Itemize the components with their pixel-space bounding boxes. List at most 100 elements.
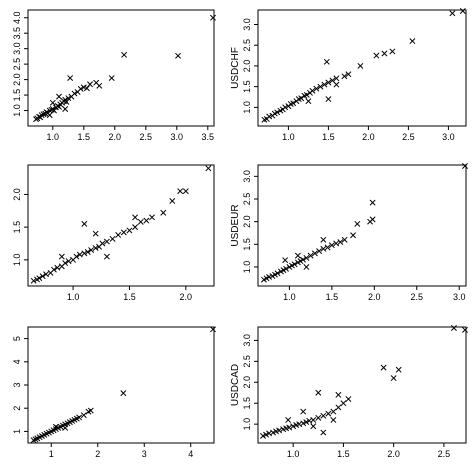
- data-point: [325, 96, 332, 103]
- data-point: [303, 419, 310, 426]
- data-point: [321, 81, 328, 88]
- data-point: [40, 111, 47, 118]
- data-point: [62, 106, 69, 112]
- data-point: [294, 252, 301, 259]
- data-point: [290, 100, 297, 107]
- data-point: [121, 51, 128, 58]
- data-point: [335, 391, 342, 398]
- data-point: [73, 253, 80, 260]
- y-tick-label: 2.0: [242, 215, 252, 228]
- data-point: [335, 404, 342, 411]
- y-tick-label: 3.0: [242, 18, 252, 31]
- data-point: [282, 257, 289, 264]
- plot-frame: [257, 9, 467, 127]
- data-point: [143, 217, 150, 224]
- x-tick-label: 2.0: [109, 132, 122, 142]
- data-point: [274, 270, 281, 277]
- data-point: [115, 232, 122, 238]
- data-point: [311, 250, 318, 257]
- data-point: [459, 8, 466, 14]
- data-point: [71, 90, 78, 97]
- x-tick-label: 2.0: [180, 292, 193, 302]
- data-point: [210, 14, 216, 21]
- y-tick-label: 1.0: [242, 261, 252, 274]
- y-tick-label: 2.5: [242, 193, 252, 206]
- data-point: [369, 216, 376, 223]
- data-point: [52, 423, 59, 430]
- data-point: [67, 75, 74, 82]
- data-point: [83, 85, 90, 92]
- data-point: [354, 220, 361, 227]
- data-point: [109, 235, 116, 242]
- data-point: [330, 408, 337, 415]
- data-point: [309, 87, 316, 94]
- x-tick-label: 1.0: [287, 449, 300, 459]
- data-point: [324, 244, 331, 251]
- data-point: [62, 260, 69, 267]
- data-point: [76, 251, 83, 258]
- data-point: [333, 75, 340, 82]
- data-point: [316, 248, 323, 255]
- data-point: [341, 73, 348, 80]
- data-point: [320, 412, 327, 419]
- x-tick-label: 1.5: [337, 449, 350, 459]
- data-point: [310, 423, 317, 430]
- data-point: [357, 62, 364, 69]
- x-tick-label: 2.0: [362, 132, 375, 142]
- scatter-panel-4: 1.0 1.5 2.0 2.5 3.0 1.0 1.5 2.0 2.5 3.0 USDEUR: [230, 163, 468, 302]
- x-tick-label: 2.5: [411, 292, 424, 302]
- data-point: [63, 98, 70, 105]
- data-point: [298, 95, 305, 102]
- y-tick-label: 2.0: [12, 73, 22, 86]
- data-point: [409, 38, 416, 45]
- y-tick-label: 1.0: [12, 254, 22, 267]
- y-axis-label: USDEUR: [230, 204, 241, 246]
- x-tick-label: 2: [95, 449, 100, 459]
- data-point: [341, 236, 348, 243]
- data-point: [283, 265, 289, 272]
- plot-frame: [257, 326, 467, 444]
- y-tick-label: 2: [12, 406, 22, 411]
- data-point: [266, 273, 272, 280]
- data-point: [276, 427, 283, 434]
- y-tick-label: 2.5: [12, 58, 22, 71]
- data-point: [315, 389, 322, 396]
- y-tick-label: 2.5: [242, 355, 252, 368]
- y-tick-label: 2.0: [242, 376, 252, 389]
- data-point: [175, 52, 181, 59]
- data-point: [51, 107, 57, 114]
- data-point: [369, 199, 376, 206]
- data-point: [81, 250, 88, 257]
- x-tick-label: 3.0: [442, 132, 455, 142]
- y-tick-label: 3.0: [12, 42, 22, 55]
- x-tick-label: 3: [142, 449, 147, 459]
- data-point: [108, 75, 115, 82]
- y-axis-label: USDCHF: [230, 47, 241, 89]
- data-point: [65, 95, 72, 102]
- scatter-panel-5: 1 2 3 4 1 2 3 4 5: [12, 326, 216, 459]
- y-tick-label: 1.5: [242, 238, 252, 251]
- data-point: [177, 188, 184, 195]
- scatter-panel-2: 1.0 1.5 2.0 2.5 3.0 1.0 1.5 2.0 2.5 3.0 USDCHF: [230, 8, 467, 142]
- data-point: [182, 188, 189, 195]
- y-tick-label: 1: [12, 429, 22, 434]
- data-point: [286, 424, 293, 431]
- data-point: [260, 432, 266, 439]
- data-point: [84, 249, 91, 255]
- data-point: [320, 236, 327, 243]
- data-point: [274, 109, 281, 116]
- data-point: [160, 209, 167, 216]
- data-point: [46, 107, 53, 114]
- plot-frame: [257, 164, 467, 287]
- y-tick-label: 1.5: [242, 80, 252, 93]
- x-tick-label: 3.5: [202, 132, 215, 142]
- data-point: [132, 224, 139, 231]
- data-point: [285, 417, 292, 423]
- data-point: [169, 198, 176, 204]
- scatter-panel-1: 1.0 1.5 2.0 2.5 3.0 3.5 1.0 1.5 2.0 2.5 3.0 3.5 4.0: [12, 9, 216, 142]
- x-tick-label: 1.0: [47, 132, 60, 142]
- data-point: [300, 420, 307, 427]
- data-point: [49, 99, 56, 106]
- data-point: [395, 366, 402, 373]
- data-point: [323, 58, 330, 65]
